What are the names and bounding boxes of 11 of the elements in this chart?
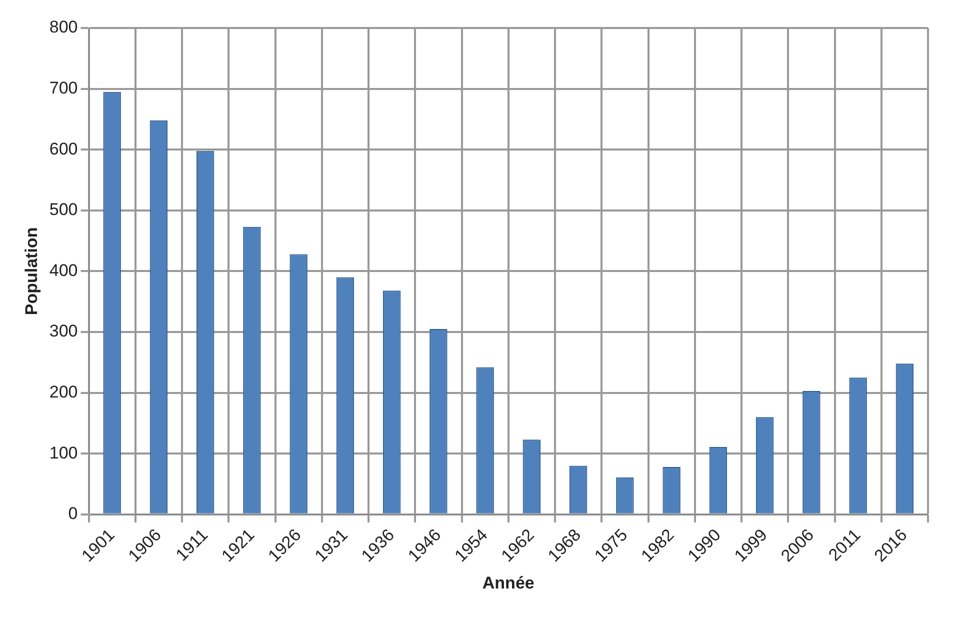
x-axis-title: Année xyxy=(482,573,534,592)
y-tick-label: 300 xyxy=(49,322,78,341)
y-tick-label: 700 xyxy=(49,78,78,98)
y-tick-label: 800 xyxy=(49,18,78,37)
y-tick-label: 500 xyxy=(49,200,78,220)
y-tick-label: 100 xyxy=(49,443,78,462)
y-tick-label: 200 xyxy=(49,382,78,402)
y-tick-label: 0 xyxy=(68,504,78,524)
y-axis-title: Population xyxy=(22,227,41,316)
y-tick-label: 600 xyxy=(49,139,78,158)
y-tick-label: 400 xyxy=(49,260,78,280)
